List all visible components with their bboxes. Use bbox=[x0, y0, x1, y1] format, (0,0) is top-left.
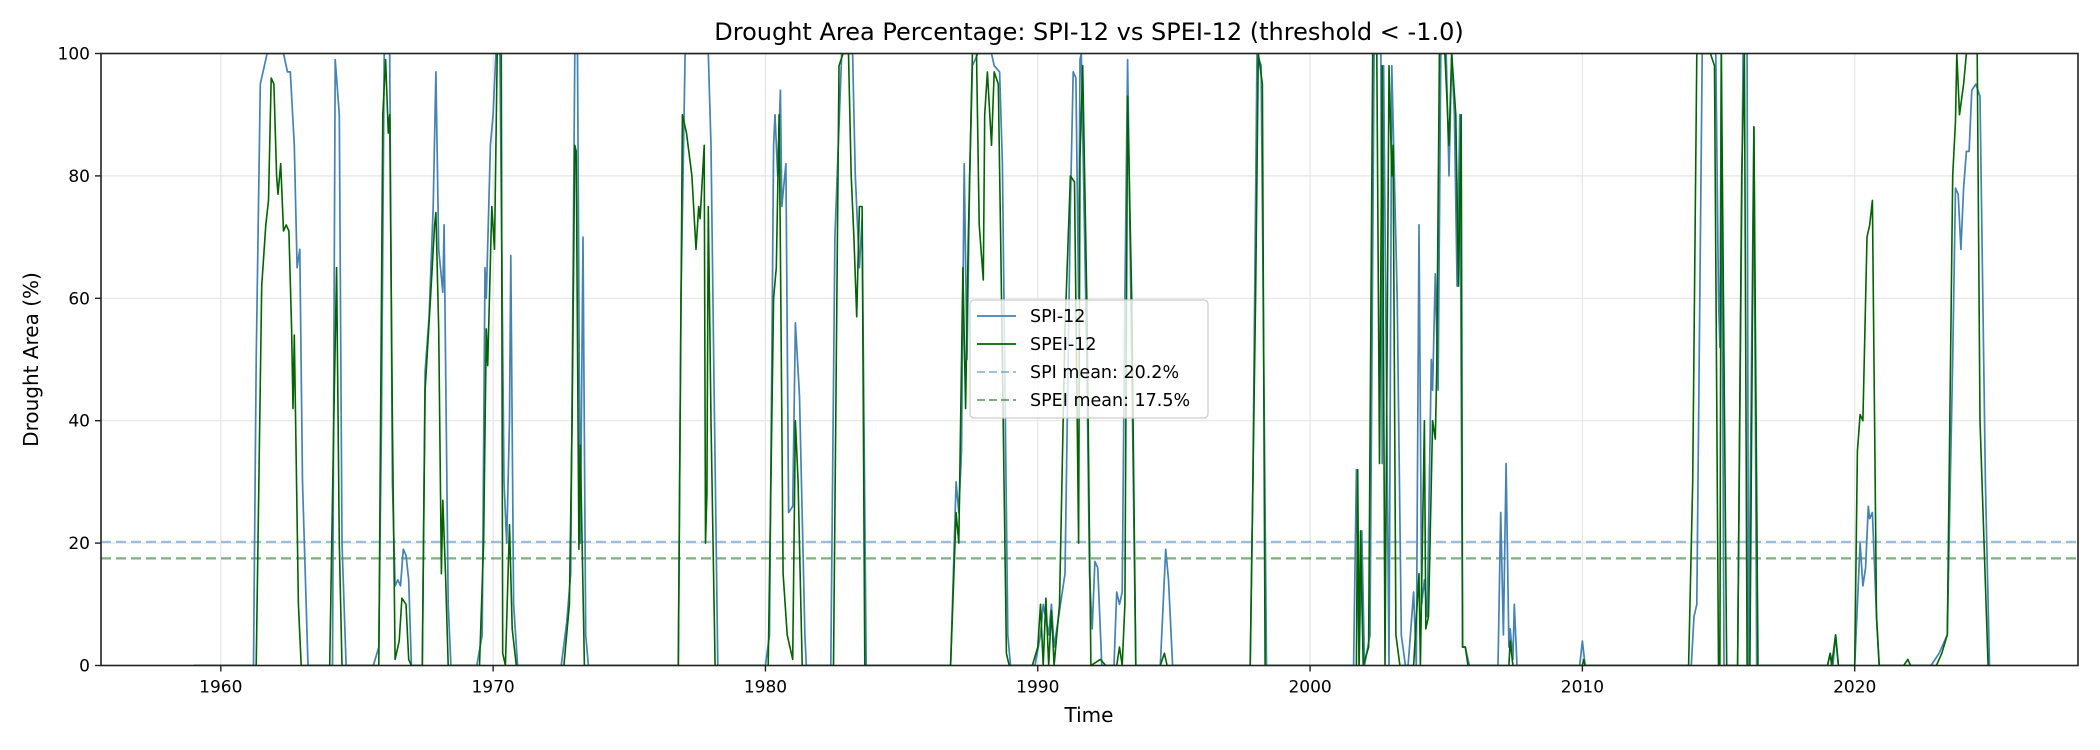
x-tick-label: 1980 bbox=[744, 678, 787, 698]
x-axis-label: Time bbox=[1064, 703, 1114, 727]
y-tick-label: 60 bbox=[68, 289, 90, 309]
y-axis: 0 20 40 60 80 100 bbox=[58, 45, 101, 677]
y-tick-label: 80 bbox=[68, 167, 90, 187]
series-line-spi-12 bbox=[193, 53, 1991, 666]
y-tick-label: 20 bbox=[68, 534, 90, 554]
chart-title: Drought Area Percentage: SPI-12 vs SPEI-… bbox=[714, 18, 1463, 46]
x-tick-label: 1960 bbox=[199, 678, 242, 698]
x-axis: 1960 1970 1980 1990 2000 2010 2020 bbox=[199, 665, 1876, 698]
legend-label-spi: SPI-12 bbox=[1030, 307, 1085, 327]
legend-label-spei-mean: SPEI mean: 17.5% bbox=[1030, 391, 1190, 411]
y-tick-label: 40 bbox=[68, 412, 90, 432]
x-tick-label: 2020 bbox=[1833, 678, 1876, 698]
plot-area bbox=[101, 53, 2078, 666]
series-line-spei-12 bbox=[193, 53, 1989, 666]
series-lines bbox=[193, 53, 1991, 666]
y-tick-label: 0 bbox=[79, 657, 90, 677]
axes-frame bbox=[100, 52, 2079, 667]
x-tick-label: 2010 bbox=[1561, 678, 1604, 698]
x-tick-label: 1970 bbox=[471, 678, 514, 698]
x-tick-label: 2000 bbox=[1288, 678, 1331, 698]
legend-label-spei: SPEI-12 bbox=[1030, 335, 1096, 355]
legend-box bbox=[969, 299, 1209, 419]
legend: SPI-12 SPEI-12 SPI mean: 20.2% SPEI mean… bbox=[969, 299, 1209, 419]
y-axis-label: Drought Area (%) bbox=[19, 272, 43, 447]
y-tick-label: 100 bbox=[58, 45, 90, 65]
x-tick-label: 1990 bbox=[1016, 678, 1059, 698]
legend-label-spi-mean: SPI mean: 20.2% bbox=[1030, 363, 1179, 383]
